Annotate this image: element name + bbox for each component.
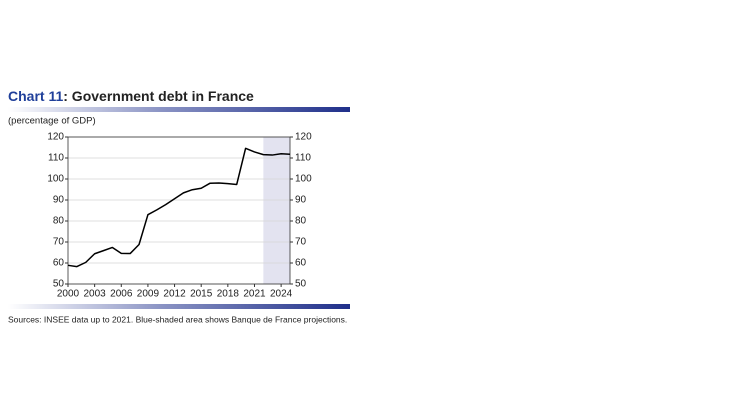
y-tick-label: 60 bbox=[53, 258, 65, 269]
y2-tick-label: 80 bbox=[295, 216, 307, 227]
source: Sources: INSEE data up to 2021. Blue-sha… bbox=[8, 314, 347, 324]
x-tick-label: 2006 bbox=[110, 289, 133, 300]
plot-frame bbox=[67, 136, 291, 285]
y-tick-label: 70 bbox=[53, 237, 65, 248]
y-tick-label: 100 bbox=[47, 174, 64, 185]
x-tick-label: 2015 bbox=[190, 289, 213, 300]
x-tick-label: 2003 bbox=[84, 289, 107, 300]
y2-tick-label: 110 bbox=[295, 153, 311, 164]
x-tick-label: 2018 bbox=[217, 289, 240, 300]
x-tick-label: 2012 bbox=[163, 289, 186, 300]
y2-tick-label: 100 bbox=[295, 174, 312, 185]
y-tick-label: 80 bbox=[53, 216, 65, 227]
footer-band bbox=[8, 304, 350, 309]
chart-title: Chart 11: Government debt in France bbox=[8, 88, 254, 104]
y-tick-label: 120 bbox=[47, 132, 64, 143]
subtitle: (percentage of GDP) bbox=[8, 116, 96, 127]
x-tick-label: 2024 bbox=[270, 289, 293, 300]
title-text: : Government debt in France bbox=[63, 88, 254, 104]
y-tick-label: 90 bbox=[53, 195, 65, 206]
x-tick-label: 2009 bbox=[137, 289, 160, 300]
y2-tick-label: 70 bbox=[295, 237, 307, 248]
projection-shade bbox=[263, 137, 290, 284]
y-tick-label: 110 bbox=[48, 153, 64, 164]
y2-tick-label: 50 bbox=[295, 279, 307, 290]
y2-tick-label: 60 bbox=[295, 258, 307, 269]
y2-tick-label: 90 bbox=[295, 195, 307, 206]
title-band bbox=[8, 107, 350, 112]
x-tick-label: 2000 bbox=[57, 289, 80, 300]
y2-tick-label: 120 bbox=[295, 132, 312, 143]
y-tick-label: 50 bbox=[53, 279, 65, 290]
title-prefix: Chart 11 bbox=[8, 88, 63, 104]
data-line bbox=[67, 147, 291, 268]
x-tick-label: 2021 bbox=[243, 289, 266, 300]
